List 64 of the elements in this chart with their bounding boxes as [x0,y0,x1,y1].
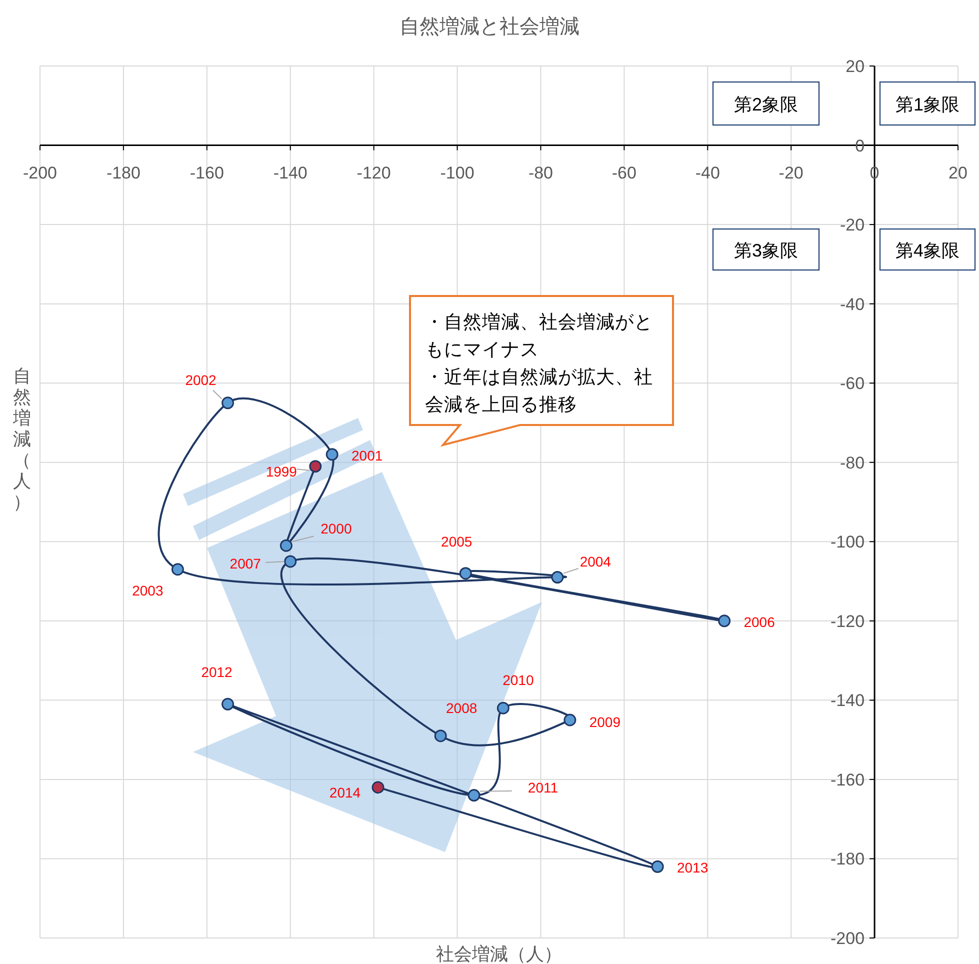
point [309,460,322,473]
y-tick-label: -160 [830,770,865,790]
annotation: 2007 [230,555,262,572]
point [564,714,576,726]
annotation: 2012 [201,664,233,680]
annotation: 第2象限 [734,94,798,114]
point [222,396,234,410]
point [280,539,292,552]
annotation: 第1象限 [895,94,960,114]
annotation: ・近年は自然減が拡大、社会減を上回る推移 [425,366,653,414]
annotation: 2010 [502,672,534,688]
annotation: 2001 [352,447,383,464]
annotation: ・自然増減、社会増減がともにマイナス [425,311,653,360]
x-tick-label: 20 [948,163,968,182]
y-tick-label: -20 [840,216,865,235]
y-tick-label: -60 [840,374,865,394]
annotation: 2006 [744,614,776,630]
x-tick-label: -60 [612,163,636,182]
x-tick-label: -180 [106,163,140,182]
annotation: 2013 [676,860,708,876]
callout: ・自然増減、社会増減がともにマイナス ・近年は自然減が拡大、社会減を上回る推移 [409,295,674,447]
point [372,781,384,794]
annotation: 2002 [185,372,217,388]
annotation: 1999 [266,463,298,480]
point [171,563,184,576]
y-tick-label: -200 [830,929,865,948]
point [222,698,234,710]
x-axis-title: 社会増減（人） [436,944,562,964]
annotation: 2014 [329,784,361,800]
y-axis-title: 自然増減（人） [12,366,31,512]
x-tick-label: -120 [356,163,391,182]
annotation: 第3象限 [734,240,798,260]
x-tick-label: -160 [190,163,224,182]
point [459,567,472,580]
point [434,730,447,742]
x-tick-label: -100 [440,163,474,182]
y-tick-label: -120 [830,612,865,631]
point [551,571,564,584]
annotation: 2005 [441,533,472,550]
x-tick-label: -140 [273,163,308,182]
y-tick-label: -80 [840,453,865,472]
point [284,555,297,568]
annotation: 2011 [528,779,558,796]
annotation: 2009 [589,714,621,730]
y-tick-label: -140 [830,691,865,710]
y-tick-label: -180 [830,850,865,869]
point [496,702,510,714]
annotation: 2000 [320,520,352,537]
point [468,789,480,802]
y-tick-label: 20 [846,57,865,76]
annotation: 2003 [132,582,164,598]
x-tick-label: -20 [778,163,804,182]
y-tick-label: -40 [840,294,865,314]
chart-title: 自然増減と社会増減 [400,15,580,38]
y-tick-label: -100 [830,532,865,552]
annotation: 第4象限 [895,240,960,260]
x-tick-label: -40 [695,163,720,182]
point [651,860,664,873]
x-tick-label: -80 [528,163,554,182]
annotation: 2004 [580,553,612,570]
x-tick-label: -200 [22,163,58,182]
point [718,614,731,628]
annotation: 2008 [446,700,478,716]
point [326,448,338,461]
